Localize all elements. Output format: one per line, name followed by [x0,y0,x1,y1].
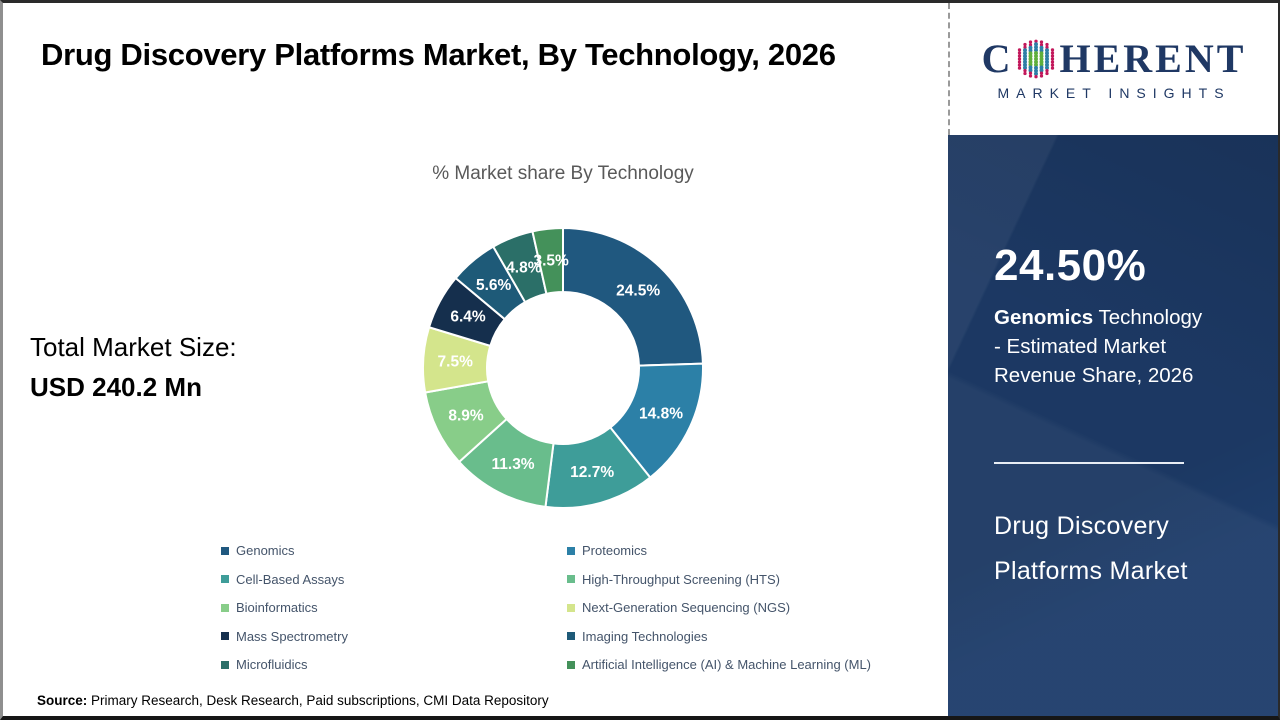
highlight-text: Technology - Estimated Market Revenue Sh… [994,306,1203,388]
source-text: Primary Research, Desk Research, Paid su… [87,693,549,708]
legend-item: Microfluidics [221,657,567,672]
page-title: Drug Discovery Platforms Market, By Tech… [41,37,836,72]
source-label: Source: [37,693,88,708]
brand-subtitle: MARKET INSIGHTS [997,85,1231,101]
legend-swatch [221,603,229,612]
legend-label: Microfluidics [236,657,308,672]
highlight-sidebar: 24.50% Genomics Technology - Estimated M… [948,135,1278,716]
donut-slice-1 [562,227,704,367]
legend-item: Next-Generation Sequencing (NGS) [567,600,921,615]
chart-title: % Market share By Technology [432,163,694,184]
market-name-line2: Platforms Market [994,557,1188,586]
brand-letters-herent: HERENT [1059,36,1247,81]
legend-label: Artificial Intelligence (AI) & Machine L… [582,657,872,672]
highlight-term: Genomics [994,306,1094,330]
legend-label: Proteomics [582,543,648,558]
legend-item: Cell-Based Assays [221,572,567,587]
legend-label: Genomics [236,543,295,558]
slice-label: 8.9% [448,408,484,425]
donut-chart: 24.5% 14.8% 12.7% 11.3% 8.9% 7.5% 6.4% 5.6% 4.8%… [410,215,716,521]
legend-item: Genomics [221,543,567,558]
legend-item: High-Throughput Screening (HTS) [567,572,921,587]
slice-label: 14.8% [639,405,683,422]
donut-chart-svg: 24.5% 14.8% 12.7% 11.3% 8.9% 7.5% 6.4% 5.6%4.8%… [422,227,704,509]
legend-label: Mass Spectrometry [236,628,348,644]
total-market-size: Total Market Size: USD 240.2 Mn [30,327,237,407]
chart-legend: Genomics Proteomics Cell-Based Assays High-… [221,543,921,672]
slice-label: 7.5% [438,354,474,371]
legend-swatch [567,632,575,640]
legend-label: Next-Generation Sequencing (NGS) [582,600,791,615]
slice-label: 4.8% [506,259,542,276]
legend-swatch [221,660,229,669]
donut-slice-10 [531,227,564,295]
legend-item: Artificial Intelligence (AI) & Machine L… [567,657,921,672]
legend-item: Proteomics [567,543,921,558]
sidebar-divider [994,462,1184,465]
legend-item: Bioinformatics [221,600,567,615]
slice-label: 24.5% [616,282,660,299]
slice-label: 6.4% [450,309,486,326]
brand-letter-c: C [981,36,1014,81]
slice-label: 3.5% [533,253,569,270]
legend-label: Cell-Based Assays [236,571,345,587]
legend-swatch [221,546,229,555]
legend-item: Imaging Technologies [567,629,921,644]
globe-dots-icon [1018,39,1055,79]
legend-label: Bioinformatics [236,600,318,615]
highlight-description: Genomics Technology - Estimated Market R… [994,303,1212,390]
highlight-percentage: 24.50% [994,241,1147,290]
total-market-size-label: Total Market Size: [30,332,237,362]
legend-item: Mass Spectrometry [221,629,567,644]
legend-swatch [567,546,575,555]
slice-label: 12.7% [570,464,614,481]
brand-wordmark: C HERENT [982,37,1247,81]
market-name-line1: Drug Discovery [994,512,1170,541]
total-market-size-value: USD 240.2 Mn [30,372,202,402]
slice-label: 11.3% [492,456,535,473]
legend-swatch [221,575,229,583]
legend-swatch [567,660,575,669]
slice-label: 5.6% [476,277,512,294]
sidebar-market-name: Drug Discovery Platforms Market [994,504,1238,594]
legend-swatch [567,575,575,583]
legend-swatch [221,632,229,640]
legend-label: High-Throughput Screening (HTS) [582,571,780,587]
brand-logo: C HERENT MARKET INSIGHTS [948,3,1278,135]
legend-swatch [567,603,575,612]
legend-label: Imaging Technologies [582,628,708,644]
source-line: Source: Primary Research, Desk Research,… [37,693,549,708]
